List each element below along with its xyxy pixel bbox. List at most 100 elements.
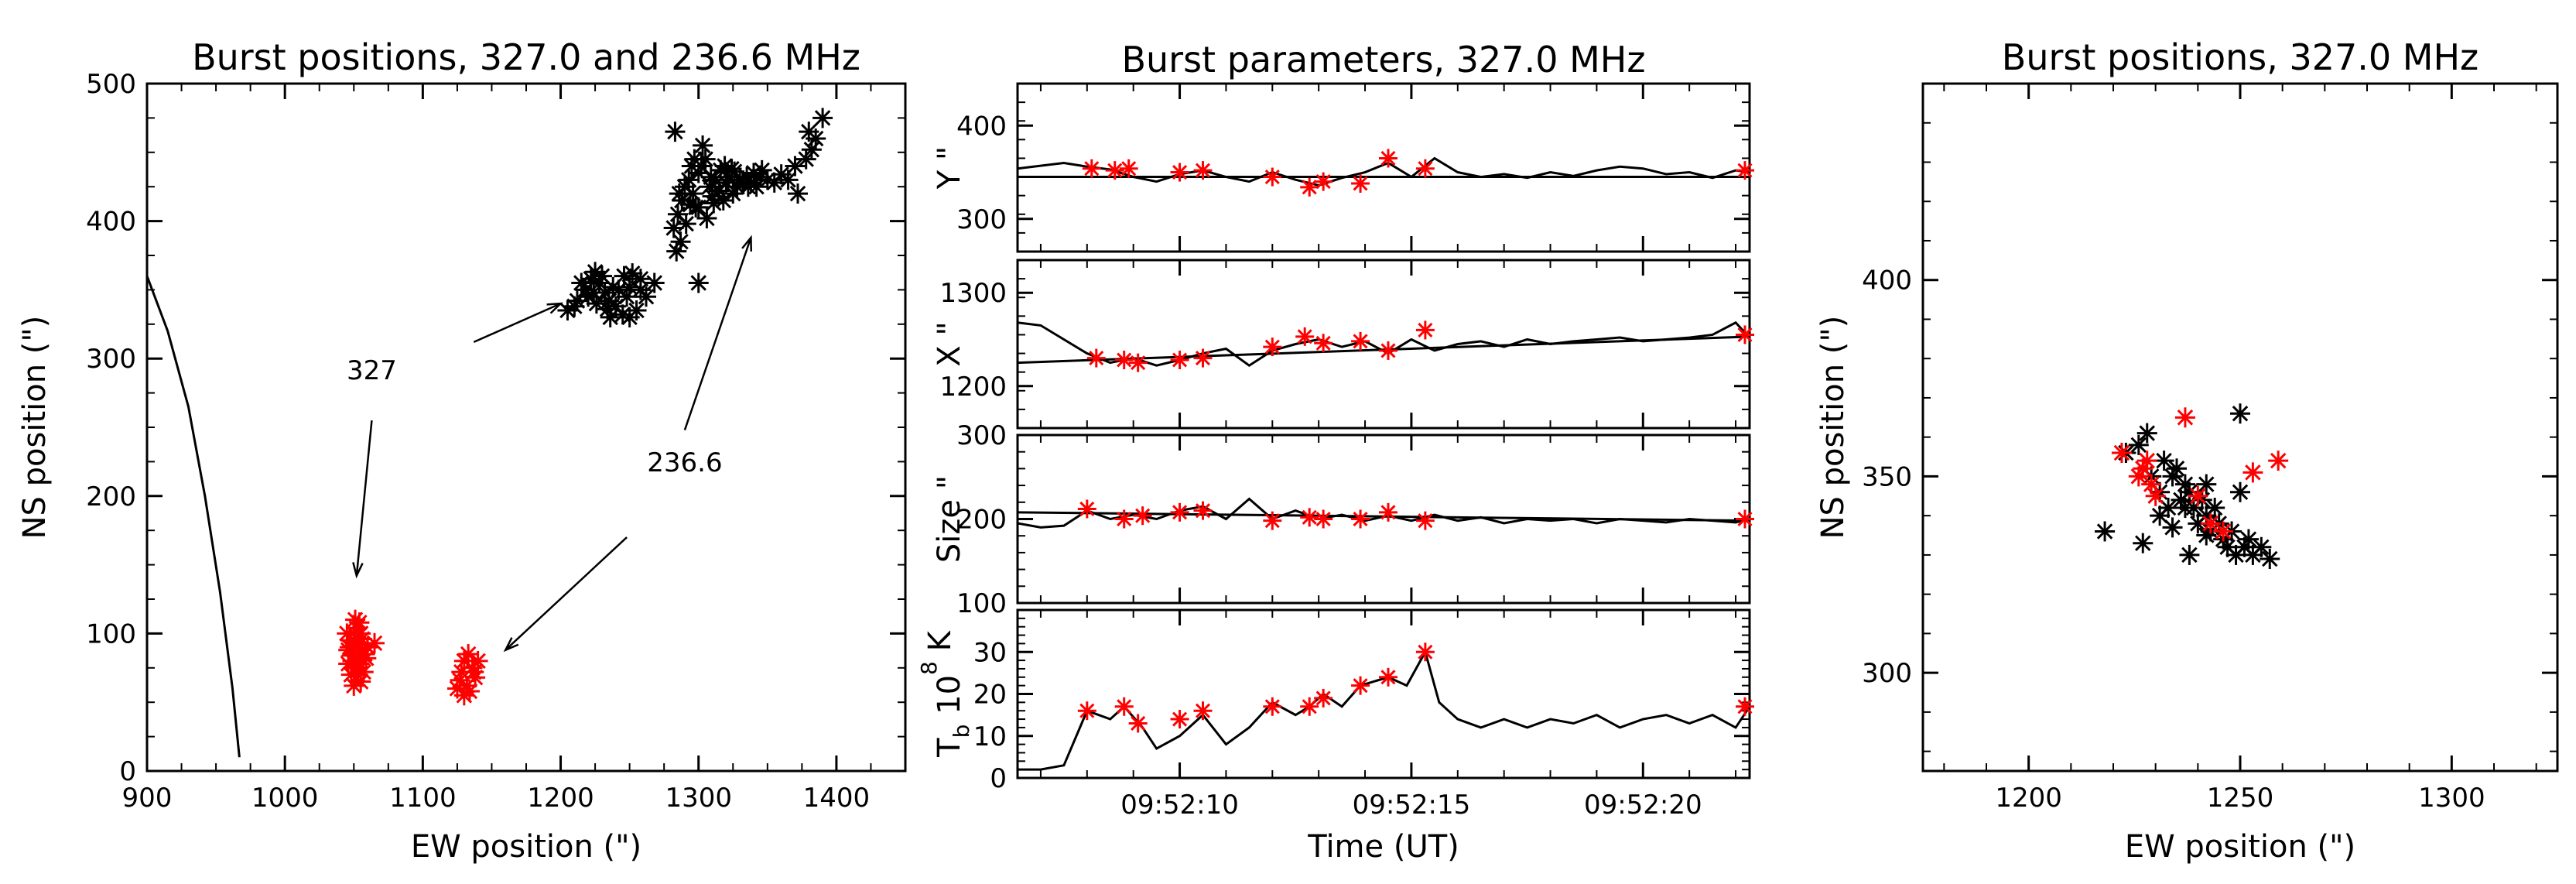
burst-marker: [626, 300, 647, 321]
marker-stroke: [1380, 150, 1396, 166]
burst-marker: [1170, 502, 1189, 522]
marker-stroke: [1353, 334, 1368, 349]
marker-stroke: [1117, 511, 1132, 527]
y-axis-label: Tb 108 K: [916, 629, 974, 757]
burst-marker: [2174, 498, 2195, 519]
burst-marker: [2230, 481, 2250, 502]
marker-stroke: [339, 625, 355, 642]
chart-title: Burst positions, 327.0 MHz: [2002, 36, 2479, 78]
marker-stroke: [1418, 322, 1433, 337]
marker-stroke: [1172, 505, 1188, 520]
x-axis-label: Time (UT): [1307, 829, 1459, 865]
marker-stroke: [1195, 163, 1211, 178]
y-tick-label: 100: [956, 588, 1007, 619]
parameter-panel: 100 200 300 Size ": [932, 420, 1755, 619]
x-tick-label: 1300: [2418, 783, 2485, 814]
marker-stroke: [1315, 174, 1331, 190]
burst-marker: [1351, 331, 1370, 351]
chart-burst-positions-both: 900 1000 1100 1200 1300 1400 0 100 200 300 400 500 B…: [17, 36, 907, 865]
marker-stroke: [616, 268, 632, 284]
burst-marker: [1415, 511, 1435, 530]
burst-marker: [1351, 173, 1370, 193]
y-tick-label: 30: [973, 637, 1007, 668]
chart-burst-positions-327: 1200 1250 1300 300 350 400 Burst positions, 32…: [1815, 36, 2559, 865]
plot-frame: [1921, 82, 2559, 773]
marker-stroke: [586, 284, 602, 301]
burst-marker: [2238, 529, 2259, 550]
plot-frame: [1016, 608, 1751, 779]
marker-stroke: [1131, 715, 1146, 732]
burst-marker: [583, 282, 604, 303]
burst-marker: [1415, 159, 1435, 178]
marker-stroke: [2190, 488, 2206, 505]
arrow-line: [505, 536, 628, 651]
burst-marker: [1193, 348, 1213, 368]
burst-marker: [1128, 353, 1148, 372]
burst-marker: [751, 159, 772, 180]
marker-stroke: [1737, 327, 1753, 342]
burst-marker: [2260, 548, 2280, 569]
marker-stroke: [1315, 690, 1331, 706]
burst-marker: [630, 269, 651, 290]
burst-marker: [1119, 159, 1138, 178]
marker-stroke: [681, 172, 697, 188]
marker-stroke: [1117, 352, 1132, 368]
marker-stroke: [1264, 513, 1280, 529]
y-axis-label-part: 8: [916, 661, 942, 675]
marker-stroke: [2219, 539, 2236, 556]
marker-stroke: [1264, 170, 1280, 185]
y-axis-label: X ": [932, 321, 967, 367]
burst-marker: [1314, 172, 1333, 191]
burst-marker: [1300, 177, 1319, 197]
marker-stroke: [602, 309, 618, 326]
burst-marker: [799, 122, 819, 142]
burst-marker: [1263, 697, 1282, 716]
burst-marker: [636, 286, 657, 307]
burst-marker: [2251, 536, 2272, 557]
marker-stroke: [1737, 163, 1753, 178]
burst-marker: [1351, 676, 1370, 695]
burst-marker: [1300, 508, 1319, 527]
marker-stroke: [1264, 699, 1280, 714]
burst-marker: [2095, 521, 2116, 542]
marker-stroke: [2147, 488, 2164, 505]
marker-stroke: [1302, 699, 1317, 714]
burst-marker: [2136, 451, 2157, 471]
marker-stroke: [347, 612, 364, 628]
marker-stroke: [566, 298, 583, 314]
burst-marker: [1263, 167, 1282, 187]
marker-stroke: [787, 158, 803, 174]
arrow-head: [503, 637, 519, 653]
burst-marker: [1351, 509, 1370, 529]
marker-stroke: [2232, 405, 2249, 422]
burst-marker: [1170, 163, 1189, 182]
burst-marker: [1114, 509, 1134, 529]
burst-marker: [1415, 320, 1435, 340]
x-tick-label: 1000: [251, 783, 319, 814]
burst-marker: [1314, 688, 1333, 708]
chart-title: Burst positions, 327.0 and 236.6 MHz: [192, 36, 860, 78]
x-axis-label: EW position ("): [2125, 829, 2355, 865]
marker-stroke: [1353, 511, 1368, 527]
burst-marker: [1128, 714, 1148, 733]
burst-marker: [665, 122, 686, 142]
marker-stroke: [717, 158, 733, 174]
burst-marker: [1114, 697, 1134, 716]
y-tick-label: 300: [956, 420, 1007, 451]
y-axis-label: NS position ("): [1815, 316, 1851, 540]
marker-stroke: [686, 151, 703, 167]
marker-stroke: [587, 264, 604, 280]
marker-stroke: [2215, 523, 2232, 540]
marker-stroke: [2181, 547, 2198, 564]
y-axis-label-part: T: [932, 738, 967, 758]
y-tick-label: 10: [973, 721, 1007, 752]
marker-stroke: [2135, 535, 2151, 551]
x-axis-label: EW position ("): [411, 829, 641, 865]
marker-stroke: [1418, 513, 1433, 529]
burst-marker: [600, 307, 621, 327]
burst-marker: [1378, 667, 1397, 687]
y-axis-label: Size ": [932, 475, 967, 563]
annotation-label: 236.6: [647, 447, 722, 478]
y-axis-label-part: 10: [932, 675, 967, 725]
